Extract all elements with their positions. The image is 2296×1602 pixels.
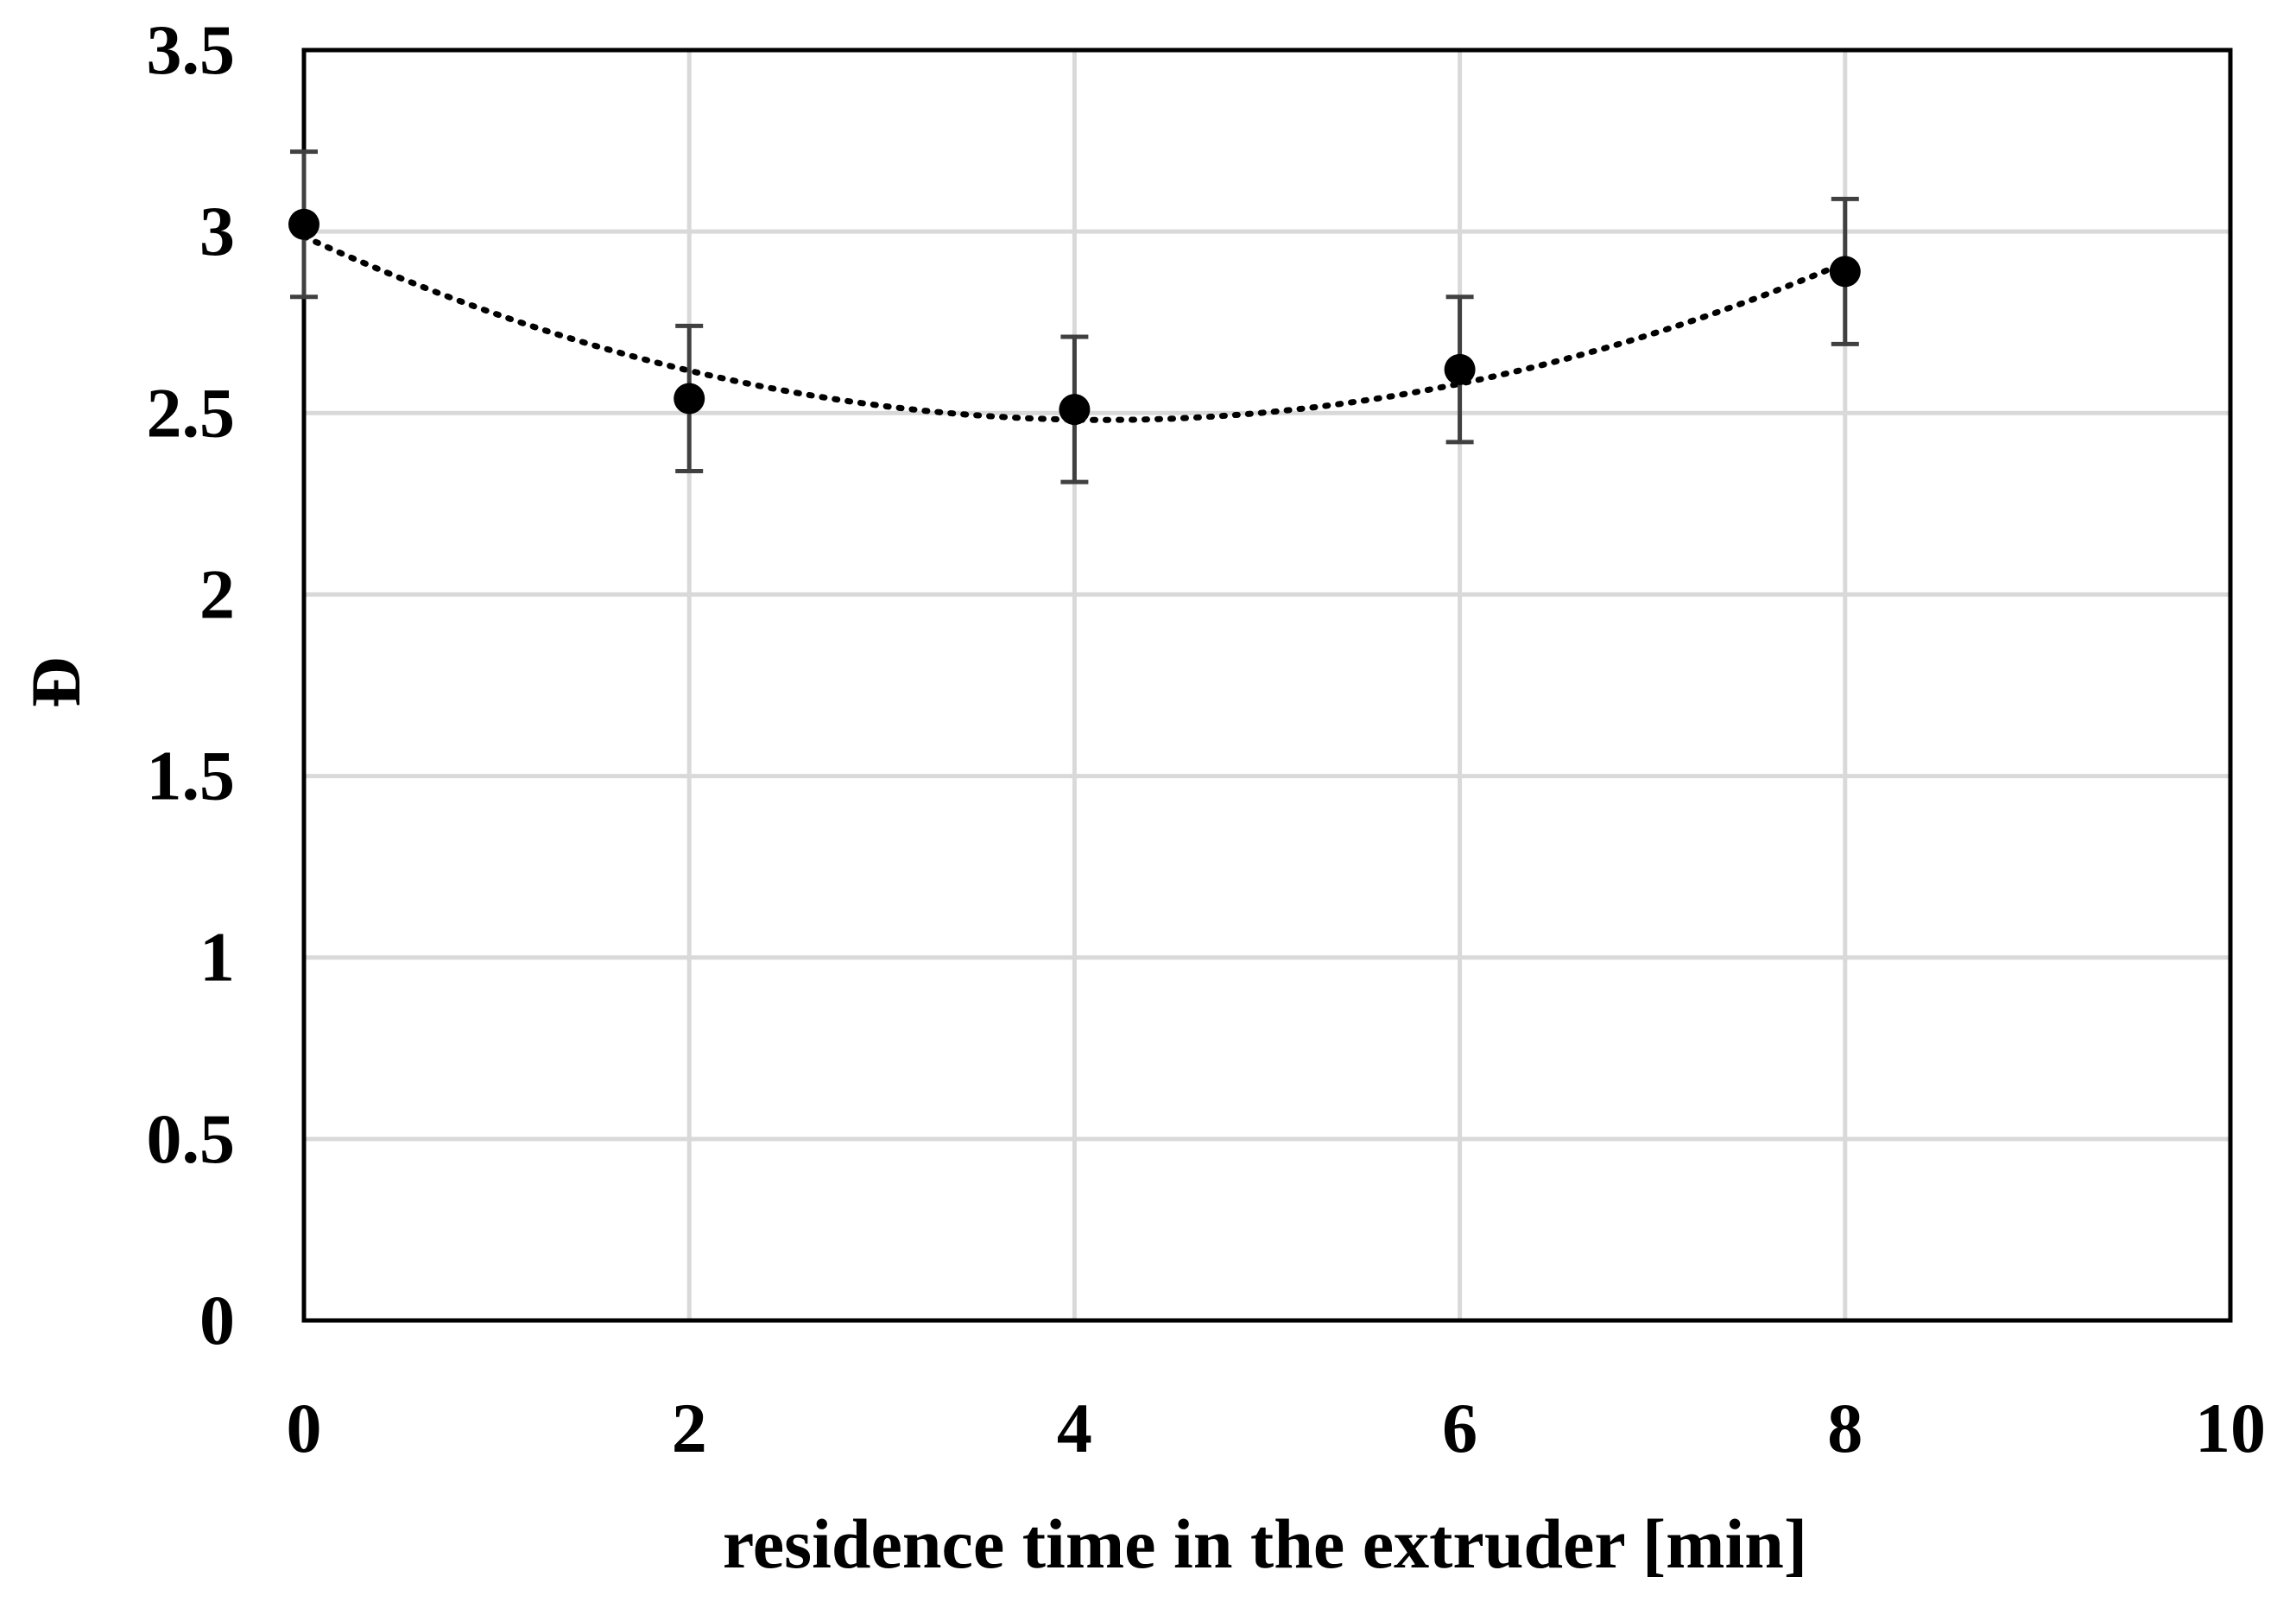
y-tick-label: 0 [199,1281,235,1359]
x-axis-title: residence time in the extruder [min] [723,1504,1807,1583]
x-axis-ticks: 0 2 4 6 8 10 [287,1389,2267,1467]
data-point [288,208,319,240]
trend-line [300,233,1849,423]
x-tick-label: 6 [1442,1389,1477,1467]
data-points [288,208,1861,426]
y-tick-label: 0.5 [147,1099,236,1178]
x-tick-label: 0 [287,1389,322,1467]
x-tick-label: 10 [2195,1389,2266,1467]
data-point [1829,256,1861,288]
x-tick-label: 2 [672,1389,707,1467]
x-tick-label: 4 [1057,1389,1092,1467]
data-point [1444,353,1476,385]
y-tick-label: 1 [199,918,235,997]
data-point [1059,394,1091,426]
y-tick-label: 3 [199,192,235,270]
plot-area-frame [301,47,2233,1323]
y-tick-label: 2 [199,554,235,633]
y-axis-ticks: 0 0.5 1 1.5 2 2.5 3 3.5 [147,10,236,1359]
y-tick-label: 2.5 [147,373,236,452]
data-point [674,383,705,415]
x-tick-label: 8 [1827,1389,1863,1467]
y-axis-title: Đ [16,656,95,707]
y-tick-label: 3.5 [147,10,236,89]
y-tick-label: 1.5 [147,737,236,815]
